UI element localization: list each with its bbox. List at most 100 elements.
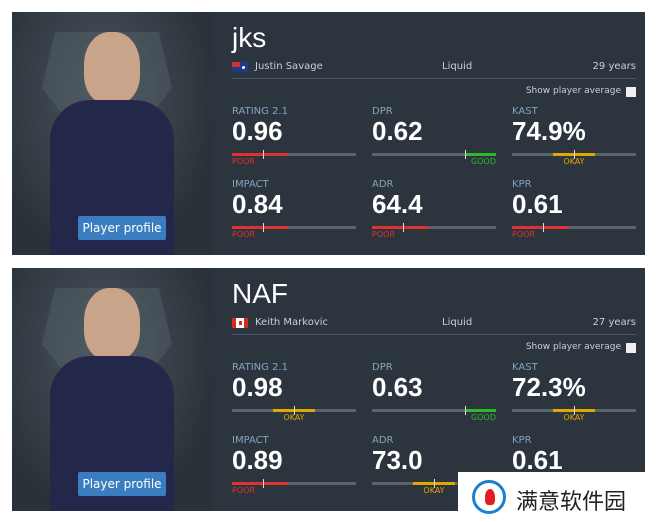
stat-label: IMPACT [232, 435, 269, 446]
stat: KPR 0.61 POOR [512, 179, 636, 239]
watermark-logo-drop [485, 489, 495, 505]
show-average-label: Show player average [525, 342, 621, 352]
stat-value: 0.96 [232, 116, 283, 146]
stat-bar-zone [232, 226, 288, 229]
stat-bar-marker [403, 223, 404, 232]
divider [232, 78, 636, 79]
show-average-label: Show player average [525, 86, 621, 96]
stat: RATING 2.1 0.96 POOR [232, 106, 356, 166]
stat-bar-marker [465, 150, 466, 159]
show-average-checkbox[interactable] [626, 343, 636, 353]
stat-bar-marker [574, 150, 575, 159]
nickname: NAF [232, 278, 288, 309]
stat-bar-marker [574, 406, 575, 415]
stat-value: 0.61 [512, 189, 563, 219]
stat: DPR 0.63 GOOD [372, 362, 496, 422]
stat-bar [232, 226, 356, 229]
stat-value: 73.0 [372, 445, 423, 475]
stat-bar-zone [465, 409, 496, 412]
stat-value: 0.62 [372, 116, 423, 146]
stat: RATING 2.1 0.98 OKAY [232, 362, 356, 422]
stat: IMPACT 0.84 POOR [232, 179, 356, 239]
player-card: Player profile jks Justin Savage Liquid 29 y… [12, 12, 645, 255]
stat-bar [232, 482, 356, 485]
nickname: jks [232, 22, 267, 53]
profile-button[interactable]: Player profile [78, 216, 166, 240]
stat-bar-zone [232, 482, 288, 485]
stat-bar [372, 153, 496, 156]
stat-rating: GOOD [471, 157, 496, 166]
flag [232, 318, 248, 328]
profile-button[interactable]: Player profile [78, 472, 166, 496]
stat-rating: GOOD [471, 413, 496, 422]
stat-rating: POOR [232, 157, 255, 166]
stat-bar-zone [412, 482, 456, 485]
stat-bar-zone [465, 153, 496, 156]
real-name: Keith Markovic [255, 317, 329, 328]
stat: ADR 64.4 POOR [372, 179, 496, 239]
stat-bar [372, 409, 496, 412]
stat-bar-marker [263, 479, 264, 488]
stat-rating: POOR [232, 486, 255, 495]
stat-rating: OKAY [423, 486, 445, 495]
stat-bar-zone [232, 153, 288, 156]
stat-bar-zone [512, 226, 568, 229]
player-head [84, 288, 140, 360]
stat-label: DPR [372, 362, 393, 373]
stat-rating: POOR [232, 230, 255, 239]
stat-bar-zone [552, 153, 596, 156]
age: 27 years [592, 317, 636, 328]
divider [232, 334, 636, 335]
stat-bar-marker [465, 406, 466, 415]
stat-bar-marker [263, 223, 264, 232]
team-name: Liquid [442, 61, 473, 72]
stat-label: KAST [512, 362, 538, 373]
stat-label: ADR [372, 179, 394, 190]
stat-bar [512, 226, 636, 229]
stat-label: KPR [512, 435, 532, 446]
stat-value: 72.3% [512, 372, 586, 402]
stat-bar-marker [263, 150, 264, 159]
real-name: Justin Savage [255, 61, 323, 72]
stat-rating: POOR [512, 230, 535, 239]
stat: DPR 0.62 GOOD [372, 106, 496, 166]
player-photo: Player profile [12, 268, 212, 511]
show-average-checkbox[interactable] [626, 87, 636, 97]
stat-value: 0.89 [232, 445, 283, 475]
stat-label: IMPACT [232, 179, 269, 190]
stat-bar-marker [434, 479, 435, 488]
stat-label: RATING 2.1 [232, 106, 288, 117]
flag [232, 62, 248, 72]
watermark: 满意软件园 [458, 472, 658, 522]
stat-bar-zone [272, 409, 316, 412]
stat-bar-marker [543, 223, 544, 232]
stat-rating: POOR [372, 230, 395, 239]
stat-bar [232, 153, 356, 156]
age: 29 years [592, 61, 636, 72]
stat-label: ADR [372, 435, 394, 446]
stat-label: KAST [512, 106, 538, 117]
stat-rating: OKAY [283, 413, 305, 422]
stat-bar-zone [552, 409, 596, 412]
stat-bar-zone [372, 226, 428, 229]
stat-bar-marker [294, 406, 295, 415]
stat-value: 74.9% [512, 116, 586, 146]
stat-value: 0.84 [232, 189, 283, 219]
stat-rating: OKAY [563, 413, 585, 422]
player-head [84, 32, 140, 104]
stat-value: 0.63 [372, 372, 423, 402]
stat: IMPACT 0.89 POOR [232, 435, 356, 495]
player-photo: Player profile [12, 12, 212, 255]
player-card: Player profile NAF Keith Markovic Liquid 27 … [12, 268, 645, 511]
stat: KAST 72.3% OKAY [512, 362, 636, 422]
stat-label: RATING 2.1 [232, 362, 288, 373]
team-name: Liquid [442, 317, 473, 328]
stat-label: DPR [372, 106, 393, 117]
watermark-logo [472, 480, 506, 514]
stat-label: KPR [512, 179, 532, 190]
stat: ADR 73.0 OKAY [372, 435, 496, 495]
watermark-text: 满意软件园 [516, 490, 627, 515]
stat-rating: OKAY [563, 157, 585, 166]
stat-value: 64.4 [372, 189, 423, 219]
